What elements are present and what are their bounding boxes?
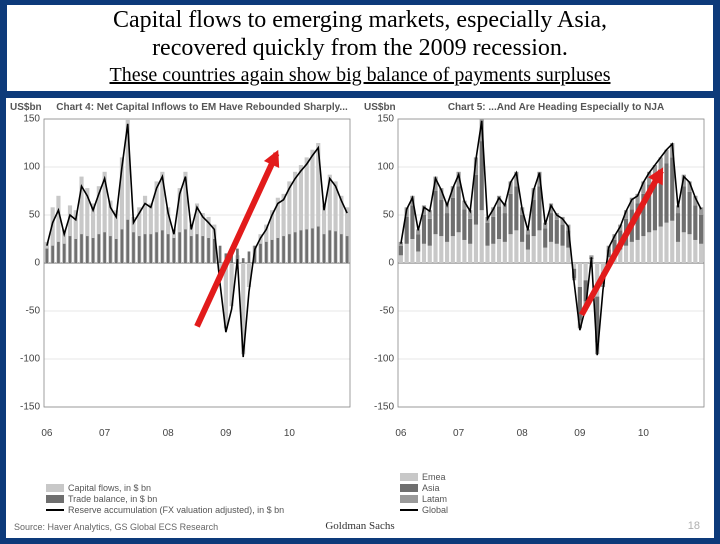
- title-line1: Capital flows to emerging markets, espec…: [113, 7, 607, 33]
- chart5-header: US$bn Chart 5: ...And Are Heading Especi…: [364, 102, 710, 113]
- xtick: 10: [638, 428, 649, 439]
- chart5-unit: US$bn: [364, 102, 402, 113]
- legend-item: Trade balance, in $ bn: [46, 494, 284, 504]
- chart5-plot: -150-100-500501001500607080910: [364, 115, 710, 425]
- xtick: 06: [41, 428, 52, 439]
- legend-item: Asia: [400, 483, 448, 493]
- chart5-column: US$bn Chart 5: ...And Are Heading Especi…: [360, 98, 714, 538]
- page-number: 18: [688, 520, 700, 532]
- legend-item: Capital flows, in $ bn: [46, 483, 284, 493]
- legend-item: Latam: [400, 494, 448, 504]
- xtick: 09: [220, 428, 231, 439]
- credit-text: Goldman Sachs: [325, 520, 394, 532]
- legend-item: Reserve accumulation (FX valuation adjus…: [46, 505, 284, 515]
- chart4-legend: Capital flows, in $ bnTrade balance, in …: [46, 482, 284, 516]
- chart4-column: US$bn Chart 4: Net Capital Inflows to EM…: [6, 98, 360, 538]
- chart4-header: US$bn Chart 4: Net Capital Inflows to EM…: [10, 102, 356, 113]
- xtick: 10: [284, 428, 295, 439]
- legend-item: Emea: [400, 472, 448, 482]
- chart4-source: Source: Haver Analytics, GS Global ECS R…: [14, 522, 218, 532]
- slide-subtitle: These countries again show big balance o…: [15, 64, 705, 87]
- charts-panel: US$bn Chart 4: Net Capital Inflows to EM…: [6, 98, 714, 538]
- header-box: Capital flows to emerging markets, espec…: [6, 4, 714, 92]
- title-line2: recovered quickly from the 2009 recessio…: [152, 35, 568, 61]
- chart4-plot: -150-100-500501001500607080910: [10, 115, 356, 425]
- legend-item: Global: [400, 505, 448, 515]
- chart5-legend: EmeaAsiaLatamGlobal: [400, 471, 448, 516]
- xtick: 09: [574, 428, 585, 439]
- chart5-title: Chart 5: ...And Are Heading Especially t…: [402, 102, 710, 113]
- xtick: 06: [395, 428, 406, 439]
- xtick: 07: [99, 428, 110, 439]
- slide-title: Capital flows to emerging markets, espec…: [15, 7, 705, 62]
- xtick: 08: [163, 428, 174, 439]
- chart4-unit: US$bn: [10, 102, 48, 113]
- xtick: 08: [517, 428, 528, 439]
- chart4-title: Chart 4: Net Capital Inflows to EM Have …: [48, 102, 356, 113]
- xtick: 07: [453, 428, 464, 439]
